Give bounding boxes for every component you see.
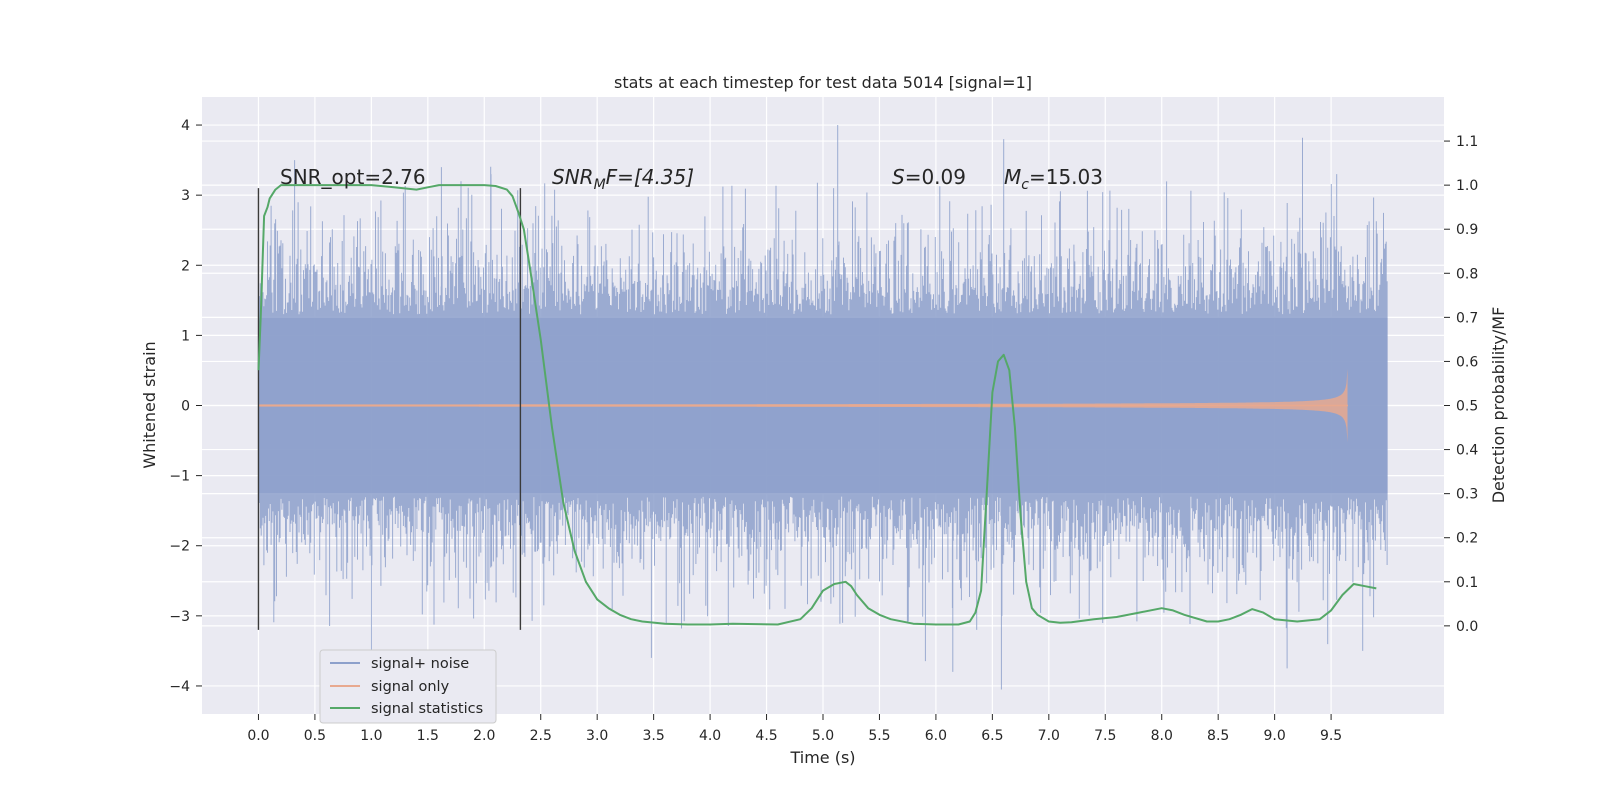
y-tick-label-left: 4 <box>181 118 190 134</box>
annotation-snr-mf-value: F=[4.35] <box>606 165 694 189</box>
series-layer <box>257 125 1388 690</box>
legend-box <box>319 649 497 724</box>
chart-title: stats at each timestep for test data 501… <box>614 73 1032 92</box>
annotation-snr-mf-subscript: M <box>594 177 606 193</box>
annotation-snr-mf-symbol: SNR <box>552 165 594 189</box>
x-tick-label: 4.0 <box>699 728 721 744</box>
y-tick-label-right: 0.7 <box>1456 310 1478 326</box>
x-tick-label: 2.0 <box>473 728 495 744</box>
y-tick-label-left: −4 <box>169 679 190 695</box>
annotation-s: S=0.09 <box>892 165 966 189</box>
annotation-mc: Mc=15.03 <box>1004 165 1103 193</box>
x-tick-label: 9.0 <box>1264 728 1286 744</box>
x-tick-label: 3.0 <box>586 728 608 744</box>
y-tick-label-left: 3 <box>181 188 190 204</box>
x-tick-label: 0.5 <box>304 728 326 744</box>
x-tick-label: 2.5 <box>530 728 552 744</box>
y-tick-label-left: −3 <box>169 609 190 625</box>
y-tick-label-right: 0.6 <box>1456 354 1478 370</box>
y-tick-label-left: −1 <box>169 469 190 485</box>
x-tick-label: 0.0 <box>247 728 269 744</box>
annotation-mc-subscript: c <box>1021 177 1029 193</box>
y-tick-label-right: 1.0 <box>1456 178 1478 194</box>
y-tick-label-right: 0.3 <box>1456 487 1478 503</box>
legend-label-stats: signal statistics <box>371 701 483 717</box>
x-tick-label: 6.5 <box>981 728 1003 744</box>
x-tick-label: 5.0 <box>812 728 834 744</box>
y-tick-label-right: 0.2 <box>1456 531 1478 547</box>
y-tick-label-right: 0.5 <box>1456 399 1478 415</box>
legend-label-noise: signal+ noise <box>371 656 469 672</box>
x-tick-label: 8.5 <box>1207 728 1229 744</box>
x-tick-label: 7.0 <box>1038 728 1060 744</box>
x-tick-label: 6.0 <box>925 728 947 744</box>
x-tick-label: 8.0 <box>1151 728 1173 744</box>
annotation-snr-mf: SNRMF=[4.35] <box>552 165 694 193</box>
y-axis-label-right: Detection probability/MF <box>1489 307 1508 504</box>
annotation-snr-opt: SNR_opt=2.76 <box>280 165 426 189</box>
y-tick-label-right: 0.9 <box>1456 222 1478 238</box>
y-axis-label-left: Whitened strain <box>140 341 159 468</box>
annotation-mc-value: =15.03 <box>1029 165 1103 189</box>
annotation-mc-symbol: M <box>1004 165 1021 189</box>
x-axis-label: Time (s) <box>789 748 855 767</box>
y-tick-label-left: −2 <box>169 539 190 555</box>
legend-label-signal: signal only <box>371 679 450 695</box>
series-statistics-line <box>257 184 1377 626</box>
x-tick-label: 7.5 <box>1094 728 1116 744</box>
y-tick-label-left: 0 <box>181 399 190 415</box>
x-tick-label: 3.5 <box>643 728 665 744</box>
y-tick-label-right: 1.1 <box>1456 134 1478 150</box>
y-tick-label-right: 0.0 <box>1456 619 1478 635</box>
tick-labels: 0.0 0.5 1.0 1.5 2.0 2.5 3.0 3.5 4.0 4.5 5.0 5.5 6.0 6… <box>169 118 1478 744</box>
y-tick-label-left: 1 <box>181 328 190 344</box>
annotation-s-symbol: S <box>892 165 905 189</box>
y-tick-label-left: 2 <box>181 258 190 274</box>
y-tick-label-right: 0.4 <box>1456 443 1478 459</box>
x-tick-label: 5.5 <box>868 728 890 744</box>
x-tick-label: 1.0 <box>360 728 382 744</box>
annotation-s-value: =0.09 <box>905 165 966 189</box>
legend: signal+ noise signal only signal statist… <box>319 649 497 724</box>
x-tick-label: 9.5 <box>1320 728 1342 744</box>
x-tick-label: 1.5 <box>417 728 439 744</box>
y-tick-label-right: 0.1 <box>1456 575 1478 591</box>
annotations: SNR_opt=2.76 SNRMF=[4.35] S=0.09 Mc=15.0… <box>280 165 1103 193</box>
x-tick-label: 4.5 <box>755 728 777 744</box>
y-tick-label-right: 0.8 <box>1456 266 1478 282</box>
